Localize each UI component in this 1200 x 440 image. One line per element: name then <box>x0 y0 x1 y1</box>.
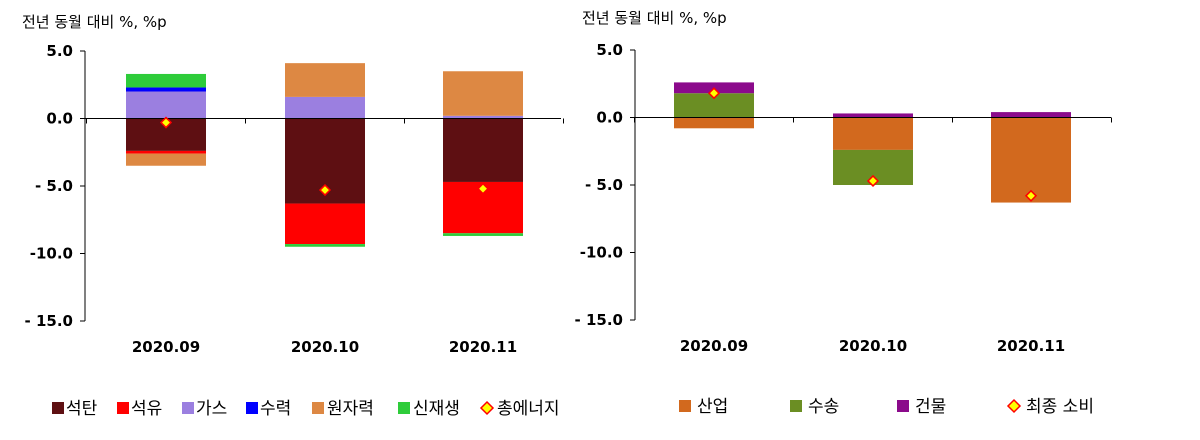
y-tick-label: - 5.0 <box>585 176 623 194</box>
total-marker <box>707 87 721 100</box>
bar-segment-3 <box>991 112 1071 118</box>
bar-segment-2 <box>285 203 365 245</box>
y-tick-label: 5.0 <box>46 42 73 60</box>
total-marker <box>476 182 490 195</box>
bar-segment-1 <box>833 117 913 150</box>
y-tick-label: 0.0 <box>46 110 73 128</box>
chart-energy-source: 전년 동월 대비 %, %p 5.0 0.0 - 5.0 -10.0 - 15.0 202… <box>22 13 564 419</box>
legend-label: 석탄 <box>66 399 98 419</box>
legend-swatch <box>182 402 194 414</box>
chart-unit-label: 전년 동월 대비 %, %p <box>22 13 167 31</box>
total-marker <box>866 174 880 188</box>
legend-swatch <box>246 402 258 414</box>
legend-swatch <box>312 402 324 414</box>
legend-label: 원자력 <box>327 399 374 419</box>
legend-label: 최종 소비 <box>1026 397 1094 417</box>
total-marker <box>159 116 173 129</box>
legend-marker <box>1006 398 1022 414</box>
legend-label: 신재생 <box>413 399 460 419</box>
legend-label: 산업 <box>697 397 728 417</box>
x-tick-label: 2020.10 <box>291 338 359 356</box>
y-tick-label: - 5.0 <box>35 177 73 195</box>
bar-segment-3 <box>833 113 913 118</box>
legend-label: 수송 <box>808 397 839 417</box>
bar-segment-3 <box>285 96 365 119</box>
bar-segment-1 <box>674 117 754 129</box>
bar-segment-4 <box>126 87 206 92</box>
y-tick-label: - 15.0 <box>25 312 73 330</box>
y-tick-label: 5.0 <box>596 41 623 59</box>
y-tick-label: - 15.0 <box>575 311 623 329</box>
legend-swatch <box>52 402 64 414</box>
bar-segment-6 <box>285 244 365 247</box>
legend-swatch <box>398 402 410 414</box>
y-tick-label: -10.0 <box>30 245 73 263</box>
bar-segment-2 <box>126 150 206 154</box>
chart-unit-label: 전년 동월 대비 %, %p <box>582 9 727 27</box>
legend-swatch <box>679 400 691 412</box>
y-tick-label: 0.0 <box>596 109 623 127</box>
legend-label: 총에너지 <box>497 399 560 419</box>
chart-final-consumption: 전년 동월 대비 %, %p 5.0 0.0 - 5.0 -10.0 - 15.0 202… <box>575 9 1112 417</box>
bar-segment-5 <box>126 153 206 166</box>
legend-label: 석유 <box>131 399 162 419</box>
x-tick-label: 2020.09 <box>132 338 200 356</box>
legend-swatch <box>790 400 802 412</box>
total-marker <box>318 183 332 197</box>
bar-segment-5 <box>285 63 365 97</box>
x-tick-label: 2020.11 <box>449 338 517 356</box>
legend-marker <box>479 400 495 416</box>
x-tick-label: 2020.10 <box>839 337 907 355</box>
bar-segment-6 <box>126 73 206 88</box>
bar-segment-1 <box>443 118 523 182</box>
bar-segment-1 <box>991 117 1071 203</box>
legend-swatch <box>117 402 129 414</box>
total-marker <box>1024 189 1038 202</box>
legend-label: 건물 <box>915 397 946 417</box>
bar-segment-3 <box>443 115 523 119</box>
legend-label: 수력 <box>260 399 291 419</box>
bar-segment-6 <box>443 233 523 236</box>
legend-swatch <box>897 400 909 412</box>
legend-label: 가스 <box>196 399 227 419</box>
x-tick-label: 2020.11 <box>997 337 1065 355</box>
x-tick-label: 2020.09 <box>680 337 748 355</box>
bar-segment-3 <box>126 91 206 119</box>
bar-segment-5 <box>443 71 523 116</box>
y-tick-label: -10.0 <box>580 244 623 262</box>
